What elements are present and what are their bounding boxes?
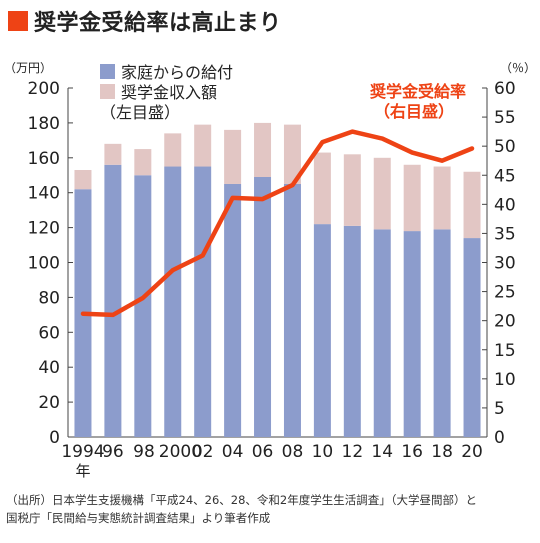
source-line-1: （出所）日本学生支援機構「平成24、26、28、令和2年度学生生活調査」（大学昼… [6,493,477,507]
left-tick-label: 0 [49,428,60,448]
x-tick-label: 04 [222,442,244,462]
legend-note-left-scale: （左目盛） [100,103,180,122]
right-tick-label: 30 [494,254,516,274]
bar-family [463,238,481,437]
right-tick-label: 25 [494,283,516,303]
bar-scholarship [104,143,122,165]
bar-scholarship [164,133,182,167]
left-tick-label: 20 [38,393,60,413]
right-tick-label: 0 [494,428,505,448]
x-tick-label: 12 [342,442,364,462]
right-tick-label: 45 [494,166,516,186]
right-tick-label: 40 [494,195,516,215]
bar-family [254,176,272,437]
bar-family [224,183,242,437]
right-tick-label: 15 [494,341,516,361]
stacked-bar-line-chart: 0204060801001201401601802000510152025303… [4,61,536,480]
bar-scholarship [74,170,92,190]
bar-family [433,229,451,437]
bar-scholarship [134,149,152,176]
bar-family [164,166,182,437]
x-tick-label: 1994 [61,442,104,462]
bar-family [373,229,391,437]
bar-scholarship [194,124,212,167]
chart-title: 奨学金受給率は高止まり [34,11,282,36]
bar-family [403,231,421,437]
x-tick-label: 10 [312,442,334,462]
legend-label-scholarship: 奨学金収入額 [121,83,217,102]
bar-scholarship [463,171,481,239]
bar-scholarship [254,122,272,177]
x-tick-label: 16 [401,442,423,462]
left-tick-label: 180 [28,114,60,134]
left-tick-label: 80 [38,288,60,308]
x-tick-label: 14 [371,442,393,462]
x-tick-label: 2000 [159,442,202,462]
x-tick-label: 08 [282,442,304,462]
x-tick-label: 06 [252,442,274,462]
legend-swatch-scholarship [100,84,115,99]
left-tick-label: 160 [28,149,60,169]
right-tick-label: 5 [494,399,505,419]
bar-family [134,175,152,437]
left-tick-label: 60 [38,323,60,343]
right-tick-label: 10 [494,370,516,390]
left-tick-label: 100 [28,254,60,274]
bar-family [313,224,331,437]
left-axis-unit: （万円） [4,61,52,75]
right-tick-label: 50 [494,137,516,157]
source-line-2: 国税庁「民間給与実態統計調査結果」より筆者作成 [6,511,271,525]
right-tick-label: 60 [494,79,516,99]
right-tick-label: 35 [494,224,516,244]
source-note: （出所）日本学生支援機構「平成24、26、28、令和2年度学生生活調査」（大学昼… [6,491,536,527]
line-series-scholarship-rate [80,129,475,318]
x-tick-label: 98 [133,442,155,462]
right-axis-unit: （％） [500,61,536,75]
right-tick-label: 20 [494,312,516,332]
left-tick-label: 120 [28,219,60,239]
bar-family [343,225,361,437]
line-label-note: （右目盛） [374,102,454,121]
bar-family [283,183,301,437]
legend-swatch-family [100,64,115,79]
bar-scholarship [224,129,242,184]
left-tick-label: 40 [38,358,60,378]
x-tick-label: 96 [102,442,124,462]
bar-scholarship [403,164,421,232]
bar-scholarship [343,154,361,226]
x-tick-label: 02 [192,442,214,462]
bar-scholarship [433,166,451,230]
right-tick-label: 55 [494,108,516,128]
bar-scholarship [283,124,301,184]
bar-family [104,164,122,437]
x-tick-label: 18 [431,442,453,462]
bar-scholarship [313,152,331,225]
bar-scholarship [373,157,391,230]
line-label-name: 奨学金受給率 [369,82,466,101]
x-year-suffix: 年 [75,462,90,480]
x-tick-label: 20 [461,442,483,462]
left-tick-label: 140 [28,184,60,204]
legend-label-family: 家庭からの給付 [121,63,233,82]
title-marker [8,11,28,31]
left-tick-label: 200 [28,79,60,99]
title-block: 奨学金受給率は高止まり [8,4,282,38]
bar-family [194,166,212,437]
